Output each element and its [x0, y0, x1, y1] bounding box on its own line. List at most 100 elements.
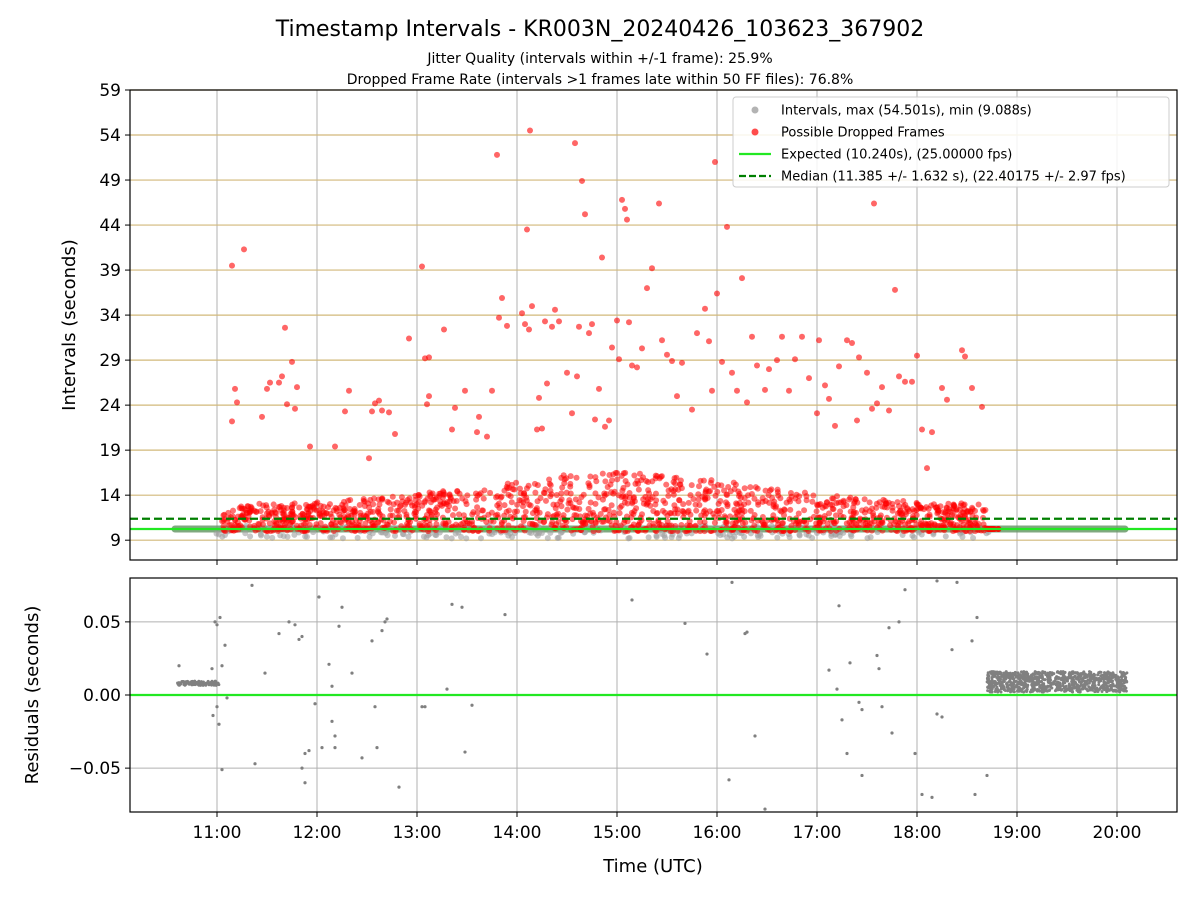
dropped-frame-point — [873, 500, 880, 507]
dropped-frame-point — [230, 507, 237, 514]
interval-point — [258, 532, 265, 539]
interval-point — [653, 533, 660, 540]
dropped-frame-point — [403, 511, 410, 518]
interval-point — [970, 534, 977, 541]
dropped-frame-point — [599, 470, 606, 477]
dropped-frame-point — [639, 345, 645, 352]
residual-point — [317, 595, 321, 599]
dropped-frame-point — [781, 512, 788, 519]
dropped-frame-point — [602, 478, 609, 485]
dropped-frame-point — [967, 508, 974, 515]
dropped-frame-point — [422, 498, 429, 505]
residual-point — [190, 679, 194, 683]
dropped-frame-point — [376, 397, 382, 404]
dropped-frame-point — [403, 520, 410, 527]
dropped-frame-point — [509, 486, 516, 493]
residual-point — [1085, 687, 1089, 691]
residual-point — [1057, 676, 1061, 680]
dropped-frame-point — [536, 509, 543, 516]
dropped-frame-point — [692, 522, 699, 529]
residual-point — [1104, 677, 1108, 681]
dropped-frame-point — [567, 483, 574, 490]
dropped-frame-point — [943, 505, 950, 512]
residual-point — [176, 681, 180, 685]
dropped-frame-point — [424, 522, 431, 529]
residual-point — [1023, 670, 1027, 674]
top-y-tick-label: 29 — [99, 351, 121, 371]
residual-point — [1037, 670, 1041, 674]
residual-point — [293, 623, 297, 627]
dropped-frame-point — [608, 477, 615, 484]
dropped-frame-point — [406, 335, 412, 342]
residual-point — [875, 653, 879, 658]
x-tick-label: 13:00 — [393, 823, 442, 843]
dropped-frame-point — [489, 387, 495, 394]
residual-point — [994, 687, 998, 691]
residual-point — [1115, 676, 1119, 680]
dropped-frame-point — [646, 490, 653, 497]
dropped-frame-point — [559, 484, 566, 491]
dropped-frame-point — [668, 486, 675, 493]
dropped-frame-point — [885, 499, 892, 506]
interval-point — [509, 534, 516, 541]
dropped-frame-point — [902, 378, 908, 385]
residual-point — [1089, 673, 1093, 677]
dropped-frame-point — [616, 356, 622, 363]
dropped-frame-point — [732, 481, 739, 488]
legend-label: Possible Dropped Frames — [781, 126, 945, 141]
dropped-frame-point — [477, 490, 484, 497]
bottom-plot-marks — [130, 579, 1177, 811]
residual-point — [1063, 675, 1067, 679]
legend-label: Expected (10.240s), (25.00000 fps) — [781, 148, 1012, 163]
top-y-tick-label: 49 — [99, 171, 121, 191]
dropped-frame-point — [565, 500, 572, 507]
dropped-frame-point — [553, 491, 560, 498]
top-plot-marks — [130, 127, 1177, 542]
dropped-frame-point — [774, 486, 781, 493]
dropped-frame-point — [396, 503, 403, 510]
dropped-frame-point — [652, 501, 659, 508]
residual-point — [1075, 676, 1079, 680]
dropped-frame-point — [338, 519, 345, 526]
dropped-frame-point — [696, 501, 703, 508]
dropped-frame-point — [672, 523, 679, 530]
dropped-frame-point — [850, 504, 857, 511]
dropped-frame-point — [631, 472, 638, 479]
dropped-frame-point — [387, 512, 394, 519]
dropped-frame-point — [520, 518, 527, 525]
dropped-frame-point — [624, 481, 631, 488]
residual-point — [220, 664, 224, 668]
bottom-y-axis-label: Residuals (seconds) — [22, 606, 43, 785]
dropped-frame-point — [739, 510, 746, 517]
residual-point — [1078, 688, 1082, 692]
dropped-frame-point — [569, 410, 575, 417]
dropped-frame-point — [662, 500, 669, 507]
residual-point — [991, 670, 995, 674]
dropped-frame-point — [547, 482, 554, 489]
dropped-frame-point — [303, 501, 310, 508]
dropped-frame-point — [619, 487, 626, 494]
residual-point — [1015, 689, 1019, 693]
dropped-frame-point — [582, 211, 588, 218]
residual-point — [1075, 688, 1079, 692]
residual-point — [303, 751, 307, 756]
residual-point — [250, 583, 254, 587]
dropped-frame-point — [902, 501, 909, 508]
dropped-frame-point — [723, 491, 730, 498]
dropped-frame-point — [229, 418, 235, 425]
interval-point — [213, 530, 220, 537]
residual-point — [192, 682, 196, 686]
interval-point — [291, 531, 298, 538]
residual-point — [1121, 671, 1125, 675]
residual-point — [1091, 681, 1095, 685]
dropped-frame-point — [289, 510, 296, 517]
dropped-frame-point — [795, 510, 802, 517]
residual-point — [190, 683, 194, 687]
legend-box — [732, 96, 1170, 188]
dropped-frame-point — [333, 519, 340, 526]
dropped-frame-point — [572, 496, 579, 503]
dropped-frame-point — [960, 521, 967, 528]
dropped-frame-point — [263, 510, 270, 517]
dropped-frame-point — [483, 518, 490, 525]
dropped-frame-point — [765, 492, 772, 499]
